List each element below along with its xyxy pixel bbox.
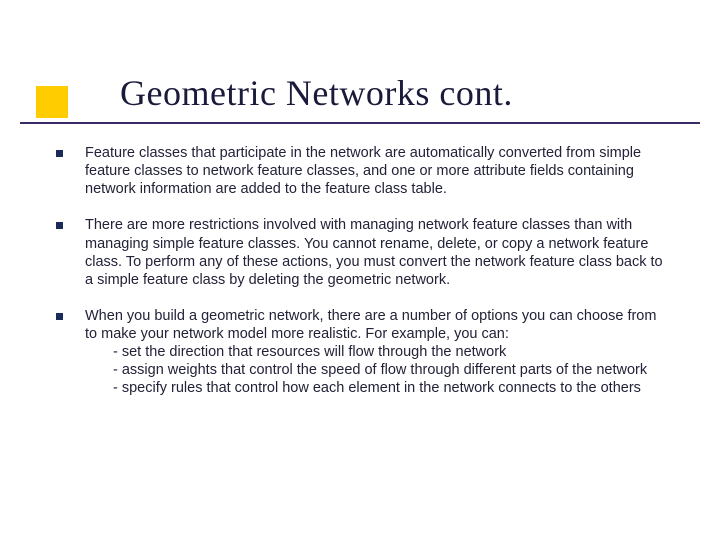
slide-body: Feature classes that participate in the …: [0, 144, 720, 398]
bullet-item-2: There are more restrictions involved wit…: [56, 216, 664, 289]
bullet-square-icon: [56, 150, 63, 157]
slide-title: Geometric Networks cont.: [120, 72, 660, 114]
bullet-text-3: When you build a geometric network, ther…: [85, 307, 664, 398]
bullet-3-sublist: - set the direction that resources will …: [85, 343, 664, 397]
bullet-square-icon: [56, 222, 63, 229]
sub-item-2: - assign weights that control the speed …: [113, 361, 664, 379]
sub-item-3: - specify rules that control how each el…: [113, 379, 664, 397]
bullet-item-1: Feature classes that participate in the …: [56, 144, 664, 198]
bullet-square-icon: [56, 313, 63, 320]
title-area: Geometric Networks cont.: [20, 0, 700, 124]
bullet-text-1: Feature classes that participate in the …: [85, 144, 664, 198]
bullet-item-3: When you build a geometric network, ther…: [56, 307, 664, 398]
slide: Geometric Networks cont. Feature classes…: [0, 0, 720, 540]
sub-item-1: - set the direction that resources will …: [113, 343, 664, 361]
bullet-text-2: There are more restrictions involved wit…: [85, 216, 664, 289]
bullet-3-lead: When you build a geometric network, ther…: [85, 308, 656, 342]
